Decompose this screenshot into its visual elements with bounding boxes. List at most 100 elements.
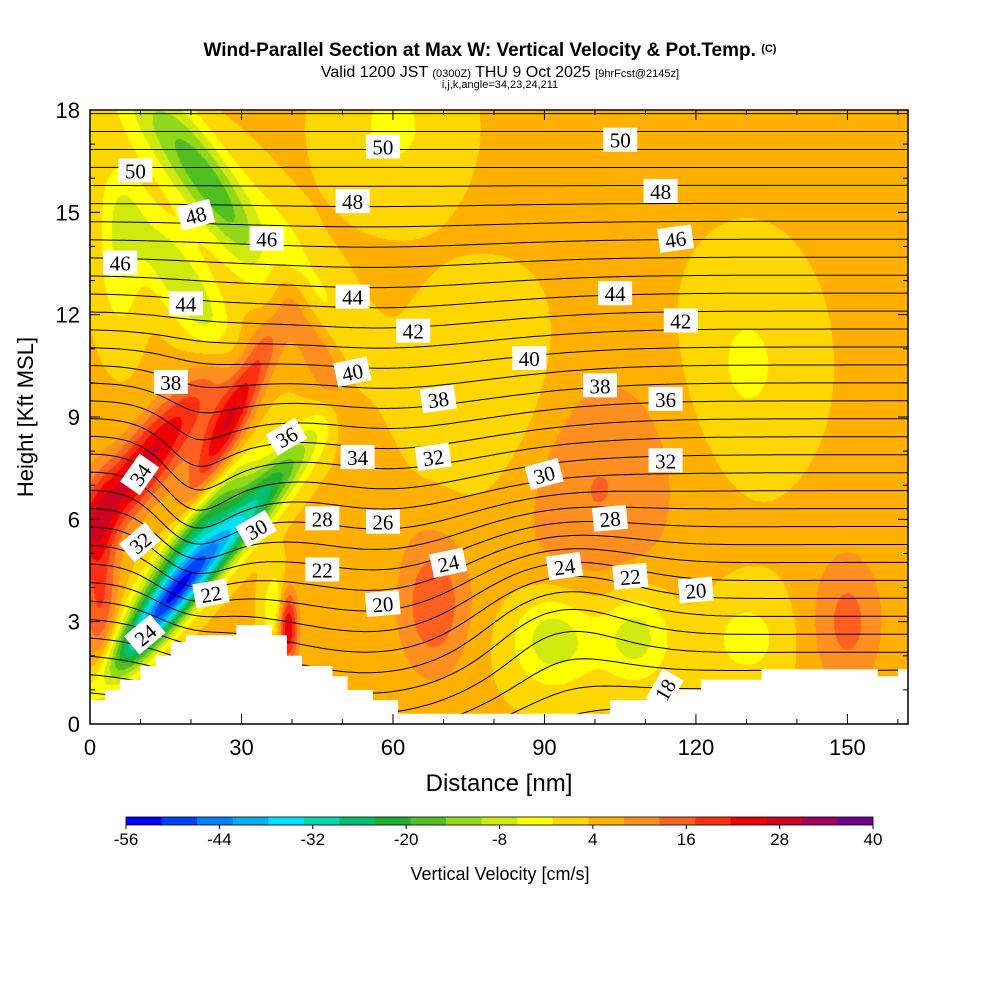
colorbar-swatch	[126, 817, 162, 825]
colorbar: -56 -44 -32 -20 -8 4 16 28 40	[114, 816, 883, 849]
y-tick-label: 15	[56, 200, 80, 225]
isentrope-42	[90, 274, 908, 289]
isentrope-label: 50	[365, 134, 400, 160]
isentrope-label: 50	[603, 127, 638, 153]
isentrope-label: 44	[168, 291, 203, 316]
colorbar-swatch	[588, 817, 625, 825]
isentrope-label: 38	[153, 369, 188, 395]
isentrope-label-text: 42	[670, 310, 691, 334]
colorbar-tick-label: -32	[300, 830, 325, 849]
colorbar-swatch	[766, 817, 803, 825]
isentrope-label-text: 20	[684, 578, 707, 604]
colorbar-tick-label: -44	[207, 830, 232, 849]
chart-title: Wind-Parallel Section at Max W: Vertical…	[204, 40, 777, 61]
isentrope-label: 48	[335, 189, 370, 214]
isentrope-label-text: 38	[426, 387, 450, 414]
isentrope-labels: 50 50 50 48 48 48 46 46 46 44 44 44 42 42 40 40 38 38 38 36…	[103, 127, 714, 711]
colorbar-swatch	[624, 817, 660, 825]
valid-time-line: Valid 1200 JST (0300Z) THU 9 Oct 2025 [9…	[321, 64, 679, 81]
isentrope-25	[90, 561, 908, 633]
colorbar-swatch	[197, 817, 234, 825]
isentrope-label-text: 50	[372, 136, 393, 160]
isentrope-label-text: 50	[125, 159, 146, 183]
isentrope-label-text: 40	[519, 347, 540, 371]
isentrope-label-box	[677, 576, 714, 604]
isentrope-label-box	[335, 189, 370, 214]
colorbar-swatch	[837, 817, 874, 825]
x-tick-label: 120	[678, 735, 715, 760]
isentrope-label-text: 28	[312, 507, 333, 531]
isentrope-label-box	[119, 522, 161, 563]
valid-prefix: Valid 1200 JST	[321, 64, 429, 81]
colorbar-swatch	[552, 817, 589, 825]
isentrope-label: 50	[118, 158, 153, 183]
isentrope-label: 46	[657, 224, 695, 253]
isentrope-30	[90, 489, 908, 545]
isentrope-label-text: 20	[371, 592, 394, 618]
y-tick-label: 0	[68, 712, 80, 737]
colorbar-tick-label: -20	[394, 830, 419, 849]
isentrope-label-box	[512, 346, 547, 370]
isentrope-label-box	[583, 373, 617, 398]
isentrope-label-box	[118, 158, 153, 183]
y-tick-label: 12	[56, 303, 80, 328]
isentrope-46	[90, 202, 908, 208]
isentrope-label-box	[305, 557, 340, 582]
valid-zulu: (0300Z)	[432, 68, 471, 80]
x-tick-label: 150	[829, 735, 866, 760]
isentrope-label-box	[153, 369, 188, 394]
colorbar-swatch	[303, 817, 340, 825]
y-tick-label: 9	[68, 405, 80, 430]
isentrope-label: 46	[103, 250, 138, 276]
isentrope-39	[90, 328, 908, 349]
isentrope-label: 38	[583, 373, 617, 398]
title-block: Wind-Parallel Section at Max W: Vertical…	[204, 40, 777, 91]
indices-line: i,j,k,angle=34,23,24,211	[442, 79, 558, 91]
isentrope-label: 42	[663, 308, 698, 334]
isentrope-label: 20	[364, 590, 401, 618]
colorbar-tick-label: -56	[114, 830, 139, 849]
isentrope-label-text: 44	[175, 292, 197, 316]
colorbar-swatch	[481, 817, 518, 825]
colorbar-swatch	[446, 817, 483, 825]
colorbar-swatch	[232, 817, 269, 825]
isentrope-33	[90, 435, 908, 491]
isentrope-label: 20	[677, 576, 714, 604]
isentrope-label: 38	[419, 384, 457, 414]
x-tick-label: 30	[229, 735, 253, 760]
colorbar-swatch	[339, 817, 376, 825]
colorbar-tick-label: 40	[864, 830, 883, 849]
isentrope-label-box	[249, 226, 284, 251]
isentrope-label-text: 46	[110, 252, 131, 276]
isentrope-label-text: 32	[421, 445, 445, 472]
isentrope-label-text: 42	[403, 320, 424, 344]
isentrope-label-text: 24	[553, 554, 578, 581]
isentrope-label-text: 50	[610, 129, 631, 153]
x-axis-label: Distance [nm]	[426, 770, 573, 797]
x-tick-label: 0	[84, 735, 96, 760]
isentrope-label: 40	[512, 346, 547, 371]
isentrope-label-text: 32	[655, 449, 676, 473]
isentrope-label-box	[598, 281, 633, 306]
isentrope-label-text: 22	[619, 564, 642, 590]
isentrope-label-box	[657, 224, 695, 253]
isentrope-label-text: 40	[340, 359, 366, 387]
colorbar-swatch	[375, 817, 411, 825]
isentrope-label-text: 48	[342, 190, 363, 214]
isentrope-label: 28	[305, 506, 340, 531]
isentrope-label: 22	[305, 557, 340, 583]
colorbar-swatch	[161, 817, 198, 825]
isentrope-label-box	[365, 509, 400, 534]
isentrope-label-box	[648, 448, 683, 473]
isentrope-label: 24	[545, 551, 583, 581]
y-tick-label: 3	[68, 610, 80, 635]
isentrope-label: 46	[249, 226, 284, 252]
isentrope-label: 28	[592, 504, 628, 532]
colorbar-swatch	[410, 817, 447, 825]
colorbar-label: Vertical Velocity [cm/s]	[410, 864, 589, 884]
colorbar-tick-label: 16	[677, 830, 696, 849]
chart-title-main: Wind-Parallel Section at Max W: Vertical…	[204, 40, 756, 61]
